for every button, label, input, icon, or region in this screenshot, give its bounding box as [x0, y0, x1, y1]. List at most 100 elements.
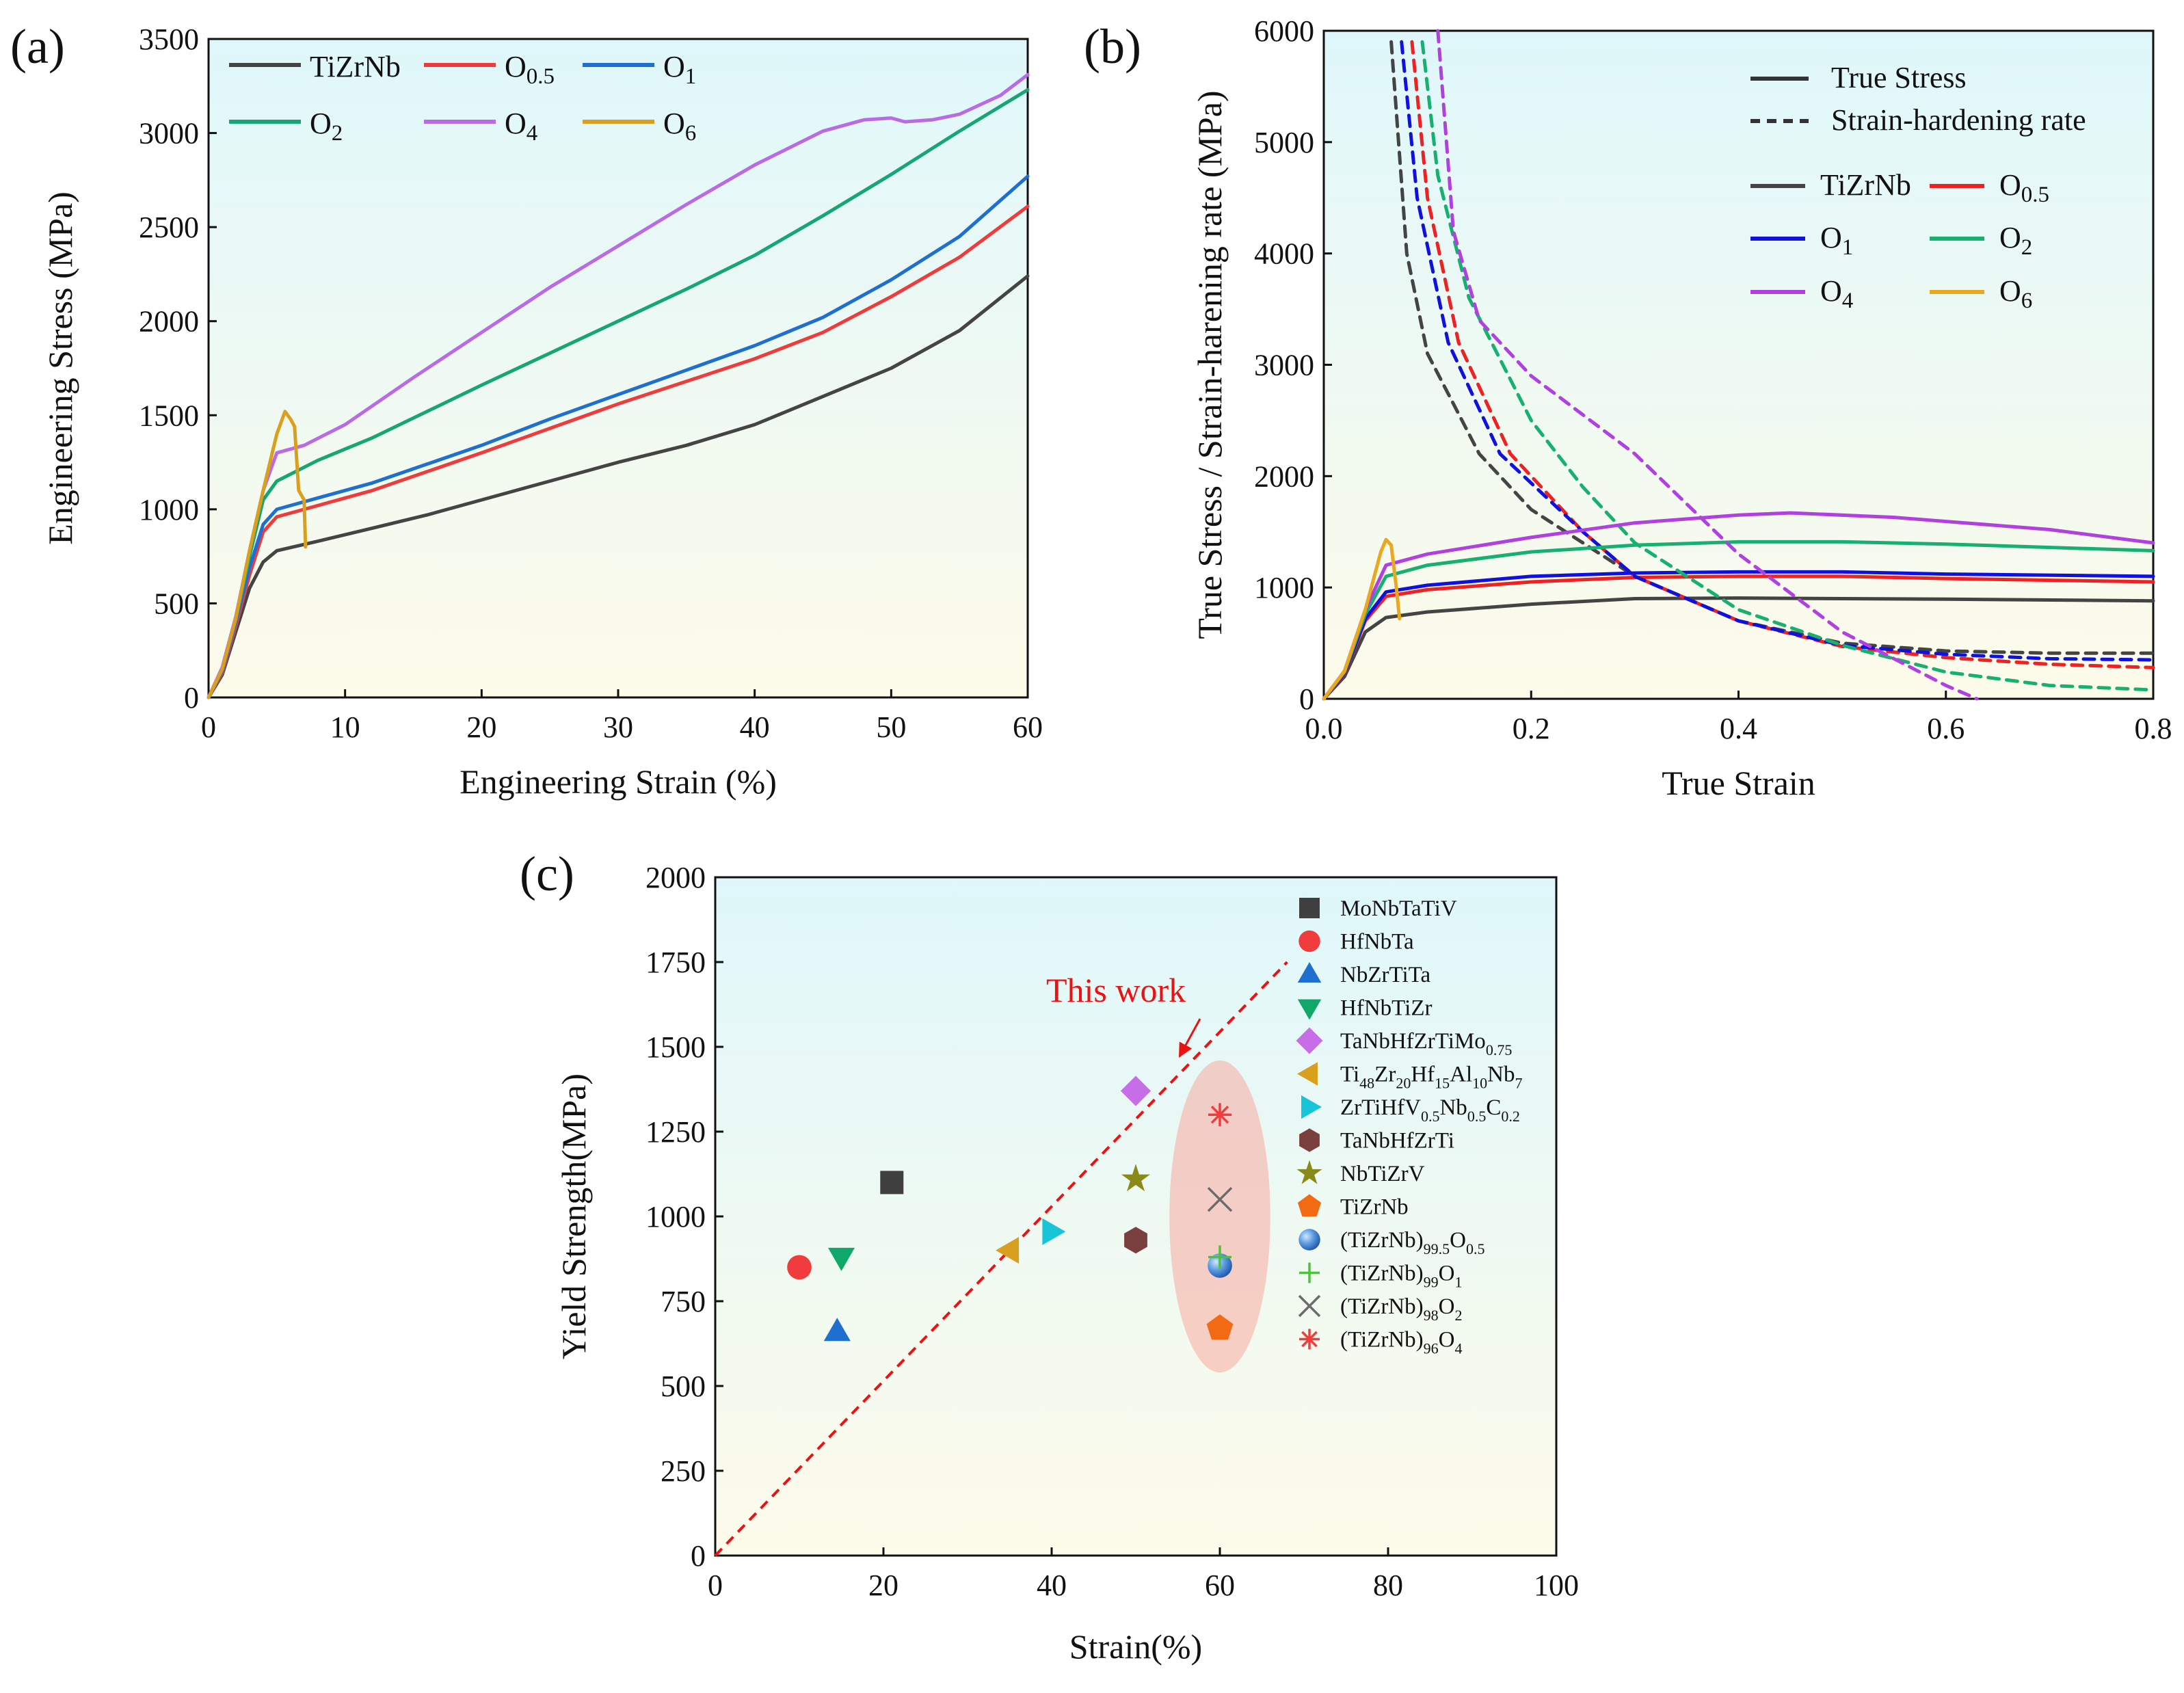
chart-c-legend-marker	[1296, 1027, 1323, 1054]
chart-b-panel-label: (b)	[1084, 19, 1141, 74]
chart-a-legend-label-subscript: 1	[685, 64, 697, 89]
chart-a-y-axis-label: Engineering Stress (MPa)	[41, 191, 79, 545]
chart-c-legend-label-subscript: 0.5	[1466, 1240, 1485, 1257]
chart-c-legend-label: Ti48​Zr20​Hf15​Al10​Nb7​	[1340, 1063, 1523, 1092]
chart-b-rate-o1	[1400, 40, 2155, 662]
chart-c-x-tick-label: 100	[1534, 1569, 1579, 1602]
chart-a-legend-label: O6​	[663, 107, 696, 146]
chart-c-y-tick-label: 1000	[645, 1200, 706, 1234]
chart-c-legend-label: NbTiZrV	[1340, 1162, 1425, 1186]
chart-a-x-tick-label: 30	[603, 710, 633, 744]
chart-c-y-tick-label: 0	[691, 1539, 706, 1573]
chart-a-legend-label-subscript: 6	[685, 121, 697, 146]
chart-b-legend-label: O6​	[1999, 274, 2032, 313]
chart-c-y-tick-label: 500	[661, 1370, 706, 1403]
chart-c-trend-line	[714, 961, 1288, 1557]
chart-c: 0 20 40 60 80 1000250500750100012501500175020…	[520, 847, 1579, 1666]
chart-b-legend-label: O2​	[1999, 221, 2032, 260]
chart-b-x-axis-label: True Strain	[1662, 764, 1815, 802]
chart-b-y-axis-label: True Stress / Strain-harening rate (MPa)	[1190, 90, 1229, 639]
chart-c-legend-label-text: TiZrNb	[1340, 1195, 1409, 1220]
chart-b-style-legend-label: Strain-hardening rate	[1831, 103, 2086, 137]
chart-c-legend-label-subscript: 4	[1454, 1340, 1462, 1357]
chart-a-legend-label-text: TiZrNb	[310, 50, 401, 83]
chart-b-legend-label-text: O	[1999, 221, 2021, 254]
chart-b-x-tick-label: 0.0	[1305, 712, 1343, 745]
chart-b-legend-label: O1​	[1820, 221, 1853, 260]
chart-a-legend-label-subscript: 0.5	[527, 64, 555, 89]
chart-a-series-tizrnb	[207, 274, 1030, 699]
chart-b-legend-label: TiZrNb	[1820, 168, 1911, 202]
chart-c-legend-label-text: Nb	[1439, 1095, 1467, 1120]
chart-c-legend-label: MoNbTaTiV	[1340, 896, 1457, 921]
chart-c-legend-marker	[1299, 1229, 1320, 1251]
chart-c-legend-label-text: HfNbTiZr	[1340, 996, 1432, 1021]
chart-a-x-tick-label: 50	[876, 710, 906, 744]
chart-c-legend-label-subscript: 98	[1424, 1307, 1439, 1324]
chart-c-legend-label-subscript: 96	[1424, 1340, 1439, 1357]
chart-c-legend-label: TaNbHfZrTi	[1340, 1129, 1454, 1154]
chart-a: 0 10 20 30 40 50 60 0 500 1000 1500 2000 2500 3000 350…	[10, 19, 1043, 801]
chart-c-legend-label-text: O	[1450, 1228, 1466, 1253]
chart-c-legend-label-subscript: 2	[1454, 1307, 1462, 1324]
chart-b-legend-label: O4​	[1820, 274, 1853, 313]
chart-c-legend-marker	[1299, 930, 1320, 952]
chart-c-point-tanbhfzrti	[1124, 1227, 1147, 1254]
chart-c-point-monbtativ	[880, 1171, 904, 1195]
chart-c-x-tick-label: 40	[1037, 1569, 1067, 1602]
chart-c-x-tick-label: 0	[708, 1569, 723, 1602]
chart-b-stress-o6	[1322, 537, 1402, 701]
chart-c-legend-label-text: (TiZrNb)	[1340, 1328, 1424, 1352]
chart-c-legend-marker	[1299, 898, 1320, 918]
chart-c-y-tick-label: 750	[661, 1285, 706, 1318]
chart-a-legend-label: O1​	[663, 50, 696, 89]
chart-c-legend-label-subscript: 0.5	[1421, 1108, 1440, 1125]
chart-c-x-tick-label: 60	[1205, 1569, 1235, 1602]
chart-c-legend-label-subscript: 1	[1454, 1274, 1462, 1291]
chart-c-point-nbtizrv	[1121, 1164, 1150, 1192]
chart-c-legend-label-text: (TiZrNb)	[1340, 1294, 1424, 1319]
chart-c-legend-label: HfNbTa	[1340, 930, 1414, 955]
chart-c-legend-label-text: NbTiZrV	[1340, 1162, 1425, 1186]
chart-c-point-hfnbta	[787, 1255, 812, 1280]
chart-c-point-ti48zr20hf15al10nb7	[996, 1237, 1020, 1264]
chart-c-annotation-arrow	[1178, 1018, 1201, 1058]
chart-c-legend-marker	[1299, 1128, 1320, 1152]
chart-c-legend-marker	[1298, 1294, 1321, 1318]
chart-c-point-tanbhfzrtimo0-75	[1120, 1076, 1151, 1106]
chart-a-y-tick-label: 500	[154, 587, 199, 620]
chart-c-legend-label: TiZrNb	[1340, 1195, 1409, 1220]
chart-b-legend-label-subscript: 6	[2021, 289, 2033, 313]
chart-a-series-o1	[207, 174, 1030, 699]
chart-c-legend-marker	[1301, 1095, 1322, 1119]
chart-a-frame	[207, 38, 1029, 699]
chart-b-y-tick-label: 0	[1299, 682, 1314, 716]
chart-c-y-tick-label: 250	[661, 1454, 706, 1488]
chart-a-legend-label-text: O	[505, 107, 527, 140]
chart-a-x-tick-label: 60	[1013, 710, 1043, 744]
chart-c-legend-label-text: O	[1439, 1294, 1455, 1319]
chart-c-legend-label: TaNbHfZrTiMo0.75​	[1340, 1029, 1512, 1058]
chart-c-legend-label-subscript: 99	[1424, 1274, 1439, 1291]
chart-c-legend-label-text: Zr	[1374, 1063, 1396, 1087]
chart-b-legend-label-subscript: 4	[1842, 289, 1854, 313]
chart-b-rate-o2	[1420, 40, 2155, 692]
chart-a-x-tick-label: 0	[201, 710, 216, 744]
chart-c-point-zrtihfv0-5nb0-5c0-2	[1042, 1218, 1066, 1245]
chart-c-legend-label-text: Al	[1450, 1063, 1472, 1087]
chart-b-legend-label: O0.5​	[1999, 168, 2049, 207]
chart-c-legend-label-text: (TiZrNb)	[1340, 1228, 1424, 1253]
chart-b-y-tick-label: 5000	[1254, 126, 1314, 159]
chart-c-frame	[714, 876, 1558, 1557]
chart-c-point-tizrnb	[1206, 1314, 1234, 1340]
chart-c-y-tick-label: 1500	[645, 1030, 706, 1064]
chart-a-y-tick-label: 2500	[139, 211, 199, 244]
chart-c-legend-label-subscript: 0.2	[1501, 1108, 1520, 1125]
chart-c-legend-label-text: Ti	[1340, 1063, 1359, 1087]
chart-c-legend-marker	[1299, 1329, 1320, 1350]
chart-c-x-tick-label: 80	[1373, 1569, 1403, 1602]
chart-b-x-tick-label: 0.6	[1927, 712, 1965, 745]
chart-c-legend-marker	[1296, 1160, 1322, 1184]
chart-a-y-tick-label: 0	[184, 681, 199, 715]
chart-c-legend-label-text: Hf	[1411, 1063, 1435, 1087]
